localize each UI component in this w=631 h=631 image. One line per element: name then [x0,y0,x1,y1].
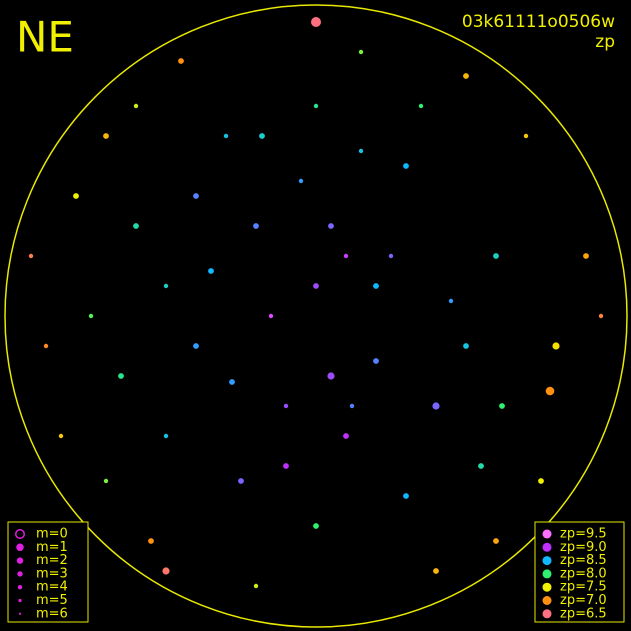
star [493,253,499,259]
star [327,372,335,380]
star [178,58,184,64]
zp-legend-label: zp=7.5 [560,580,607,595]
zp-legend-marker [542,582,552,592]
star [349,403,355,409]
star [463,343,469,349]
star [253,583,259,589]
star [545,386,555,396]
star [88,313,94,319]
m-legend-marker [18,598,22,603]
star [463,73,469,79]
star [268,313,274,319]
star [148,538,154,544]
star [343,433,349,439]
m-legend-marker [16,557,24,564]
m-legend-marker [18,612,22,615]
star [259,133,265,139]
star [193,193,199,199]
star [433,568,439,574]
star [598,313,604,319]
star [223,133,229,139]
star [28,253,34,259]
m-legend-marker [17,585,23,590]
star [283,403,289,409]
chart-subtitle: 03k61111o0506w [462,12,615,32]
star [373,358,379,364]
m-legend-label: m=5 [36,593,68,608]
m-legend-label: m=1 [36,540,68,555]
m-legend-label: m=4 [36,580,68,595]
zp-legend-marker [542,609,552,619]
star [432,402,440,410]
star [43,343,49,349]
star [583,253,589,259]
star [133,223,139,229]
m-legend-marker [14,528,26,540]
star [313,283,319,289]
zp-legend-label: zp=7.0 [560,593,607,608]
m-legend-label: m=6 [36,606,68,621]
star [103,478,109,484]
star [448,298,454,304]
star [73,193,79,199]
star [403,493,409,499]
star [388,253,394,259]
m-legend-marker [16,543,24,552]
m-legend-label: m=0 [36,527,68,542]
zp-legend-marker [542,529,552,539]
star [103,133,109,139]
star [523,133,529,139]
star [358,49,364,55]
star [163,283,169,289]
zp-legend-label: zp=8.0 [560,566,607,581]
star [238,478,244,484]
zp-legend-marker [542,556,552,566]
chart-title: NE [16,13,74,62]
star [343,253,349,259]
star [163,433,169,439]
star [193,343,199,349]
chart-label: zp [595,32,615,52]
star [538,478,544,484]
star [283,463,289,469]
zp-legend-marker [542,596,552,605]
star [313,103,319,109]
legends: m=0m=1m=2m=3m=4m=5m=6zp=9.5zp=9.0zp=8.5z… [14,527,607,621]
m-legend-label: m=2 [36,553,68,568]
star [313,523,319,529]
star [162,567,170,575]
star [499,403,505,409]
star [253,223,259,229]
star [418,103,424,109]
star [478,463,484,469]
star [373,283,379,289]
m-legend-label: m=3 [36,566,68,581]
horizon [4,4,628,628]
star [311,17,321,27]
star [208,268,214,274]
star [58,433,64,439]
zp-legend-label: zp=6.5 [560,606,607,621]
zp-legend-label: zp=9.0 [560,540,607,555]
zp-legend-marker [542,569,552,579]
star [133,103,139,109]
m-legend-marker [17,571,23,577]
star [298,178,304,184]
zp-legend-marker [542,542,552,552]
star [118,373,124,379]
zp-legend-label: zp=9.5 [560,527,607,542]
star [358,148,364,154]
zp-legend-label: zp=8.5 [560,553,607,568]
star [229,379,235,385]
star [403,163,409,169]
star [552,342,560,350]
points [28,17,604,589]
star [493,538,499,544]
star [328,223,334,229]
